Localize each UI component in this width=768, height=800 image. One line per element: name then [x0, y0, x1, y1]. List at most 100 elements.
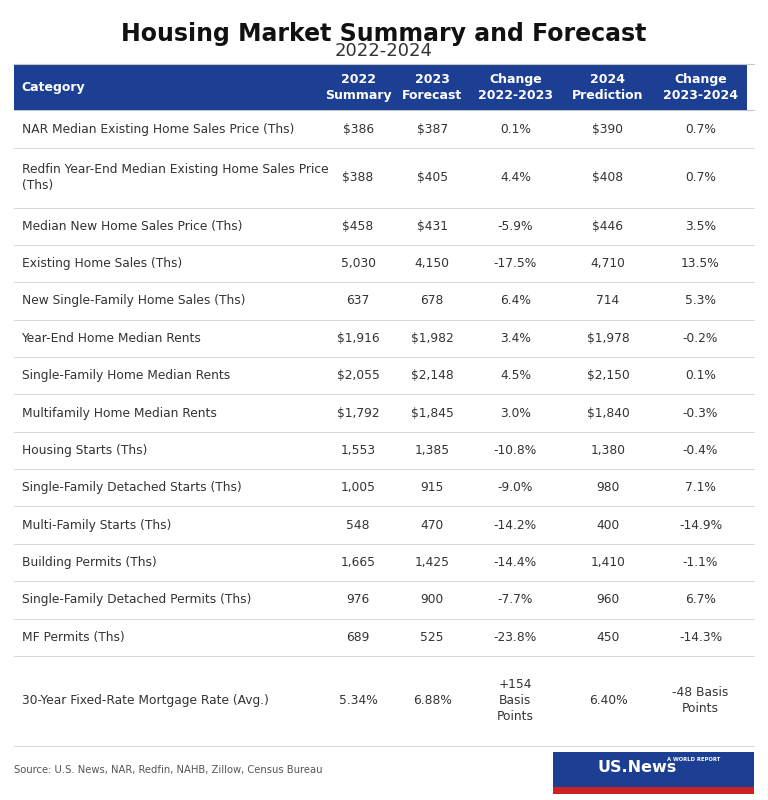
- Bar: [395, 245, 469, 282]
- Text: 6.40%: 6.40%: [588, 694, 627, 707]
- Text: New Single-Family Home Sales (Ths): New Single-Family Home Sales (Ths): [22, 294, 245, 307]
- Text: 0.1%: 0.1%: [685, 369, 716, 382]
- Bar: [321, 357, 395, 394]
- Bar: [469, 320, 561, 357]
- Bar: [553, 752, 754, 794]
- Bar: [561, 357, 654, 394]
- Text: 714: 714: [596, 294, 620, 307]
- Bar: [469, 469, 561, 506]
- Bar: [561, 64, 654, 110]
- Bar: [321, 469, 395, 506]
- Bar: [561, 618, 654, 656]
- Bar: [395, 282, 469, 320]
- Bar: [561, 394, 654, 432]
- Bar: [14, 357, 321, 394]
- Text: -48 Basis
Points: -48 Basis Points: [672, 686, 729, 715]
- Bar: [395, 432, 469, 469]
- Text: Source: U.S. News, NAR, Redfin, NAHB, Zillow, Census Bureau: Source: U.S. News, NAR, Redfin, NAHB, Zi…: [14, 765, 323, 774]
- Bar: [14, 469, 321, 506]
- Bar: [654, 618, 746, 656]
- Bar: [654, 110, 746, 148]
- Text: Change
2022-2023: Change 2022-2023: [478, 73, 553, 102]
- Text: $386: $386: [343, 122, 374, 135]
- Bar: [654, 245, 746, 282]
- Text: Housing Starts (Ths): Housing Starts (Ths): [22, 444, 147, 457]
- Bar: [654, 64, 746, 110]
- Bar: [553, 787, 754, 794]
- Text: Change
2023-2024: Change 2023-2024: [663, 73, 738, 102]
- Text: 980: 980: [596, 482, 620, 494]
- Bar: [469, 656, 561, 746]
- Bar: [14, 64, 321, 110]
- Text: -17.5%: -17.5%: [494, 257, 537, 270]
- Bar: [395, 469, 469, 506]
- Bar: [654, 320, 746, 357]
- Text: 5.34%: 5.34%: [339, 694, 377, 707]
- Bar: [14, 618, 321, 656]
- Bar: [469, 544, 561, 581]
- Text: 900: 900: [421, 594, 444, 606]
- Bar: [395, 544, 469, 581]
- Text: -23.8%: -23.8%: [494, 630, 537, 644]
- Text: 400: 400: [596, 518, 620, 532]
- Text: Housing Market Summary and Forecast: Housing Market Summary and Forecast: [121, 22, 647, 46]
- Text: $1,916: $1,916: [337, 332, 379, 345]
- Bar: [321, 207, 395, 245]
- Bar: [14, 320, 321, 357]
- Text: Single-Family Home Median Rents: Single-Family Home Median Rents: [22, 369, 230, 382]
- Text: 1,385: 1,385: [415, 444, 450, 457]
- Text: $1,982: $1,982: [411, 332, 453, 345]
- Text: $1,845: $1,845: [411, 406, 454, 419]
- Text: 2024
Prediction: 2024 Prediction: [572, 73, 644, 102]
- Bar: [321, 544, 395, 581]
- Bar: [654, 148, 746, 207]
- Bar: [395, 357, 469, 394]
- Bar: [469, 618, 561, 656]
- Text: 1,005: 1,005: [340, 482, 376, 494]
- Text: 548: 548: [346, 518, 370, 532]
- Bar: [561, 110, 654, 148]
- Bar: [561, 282, 654, 320]
- Text: Existing Home Sales (Ths): Existing Home Sales (Ths): [22, 257, 182, 270]
- Bar: [395, 618, 469, 656]
- Text: -14.2%: -14.2%: [494, 518, 537, 532]
- Bar: [321, 432, 395, 469]
- Bar: [395, 320, 469, 357]
- Bar: [561, 581, 654, 618]
- Text: Single-Family Detached Permits (Ths): Single-Family Detached Permits (Ths): [22, 594, 251, 606]
- Bar: [469, 282, 561, 320]
- Bar: [14, 506, 321, 544]
- Bar: [321, 64, 395, 110]
- Text: 0.7%: 0.7%: [685, 122, 716, 135]
- Text: Single-Family Detached Starts (Ths): Single-Family Detached Starts (Ths): [22, 482, 241, 494]
- Text: 4.4%: 4.4%: [500, 171, 531, 184]
- Bar: [321, 282, 395, 320]
- Text: 2023
Forecast: 2023 Forecast: [402, 73, 462, 102]
- Bar: [561, 207, 654, 245]
- Bar: [654, 544, 746, 581]
- Bar: [469, 432, 561, 469]
- Text: Multifamily Home Median Rents: Multifamily Home Median Rents: [22, 406, 217, 419]
- Bar: [321, 245, 395, 282]
- Bar: [321, 506, 395, 544]
- Bar: [395, 394, 469, 432]
- Bar: [321, 656, 395, 746]
- Text: 6.7%: 6.7%: [685, 594, 716, 606]
- Bar: [654, 581, 746, 618]
- Bar: [654, 506, 746, 544]
- Bar: [395, 64, 469, 110]
- Text: US.News: US.News: [598, 760, 677, 775]
- Bar: [561, 432, 654, 469]
- Bar: [561, 544, 654, 581]
- Text: 0.1%: 0.1%: [500, 122, 531, 135]
- Text: 450: 450: [596, 630, 620, 644]
- Bar: [321, 394, 395, 432]
- Bar: [321, 320, 395, 357]
- Bar: [561, 469, 654, 506]
- Text: 1,425: 1,425: [415, 556, 449, 569]
- Bar: [654, 357, 746, 394]
- Bar: [321, 581, 395, 618]
- Text: 5.3%: 5.3%: [685, 294, 716, 307]
- Bar: [561, 656, 654, 746]
- Text: 3.0%: 3.0%: [500, 406, 531, 419]
